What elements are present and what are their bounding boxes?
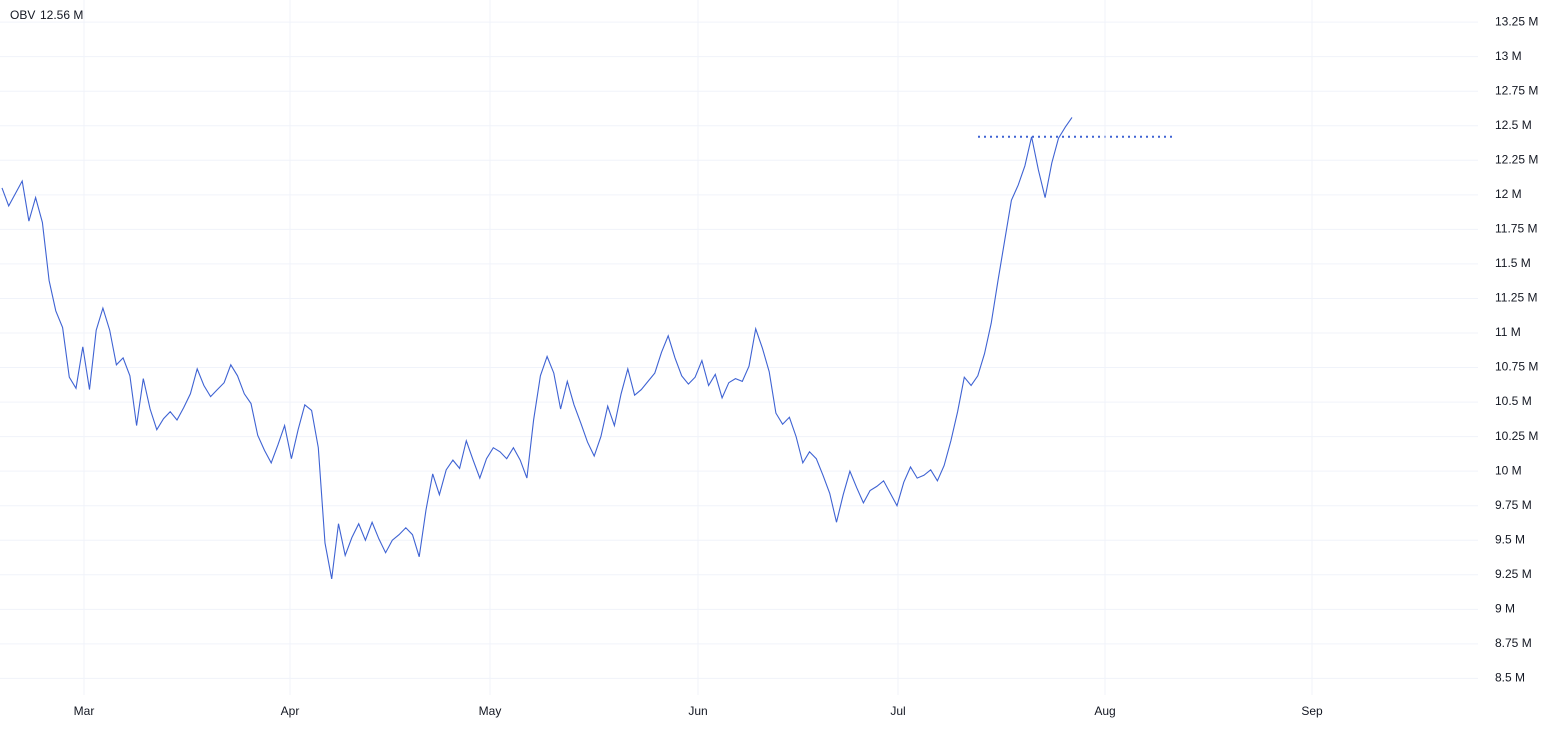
indicator-value: 12.56 M [40,8,83,22]
y-tick-label: 12.25 M [1495,152,1538,166]
x-tick-label: Jun [688,704,707,718]
y-tick-label: 8.75 M [1495,636,1532,650]
y-tick-label: 9 M [1495,602,1515,616]
x-tick-label: Jul [890,704,905,718]
x-tick-label: Aug [1094,704,1115,718]
y-tick-label: 10.5 M [1495,394,1532,408]
y-tick-label: 13.25 M [1495,14,1538,28]
y-tick-label: 12 M [1495,187,1522,201]
y-tick-label: 11.75 M [1495,222,1537,236]
y-tick-label: 11.5 M [1495,256,1531,270]
x-tick-label: Mar [74,704,95,718]
indicator-title: OBV [10,8,35,22]
x-tick-label: May [479,704,502,718]
y-tick-label: 12.5 M [1495,118,1532,132]
y-tick-label: 9.75 M [1495,498,1532,512]
y-tick-label: 10 M [1495,463,1522,477]
y-tick-label: 10.25 M [1495,429,1538,443]
y-tick-label: 9.5 M [1495,532,1525,546]
y-tick-label: 12.75 M [1495,83,1538,97]
y-tick-label: 8.5 M [1495,671,1525,685]
y-tick-label: 9.25 M [1495,567,1532,581]
obv-line [1,117,1073,580]
y-tick-label: 11 M [1495,325,1521,339]
y-tick-label: 11.25 M [1495,291,1537,305]
y-tick-label: 10.75 M [1495,360,1538,374]
x-tick-label: Sep [1301,704,1323,718]
x-tick-label: Apr [281,704,300,718]
y-tick-label: 13 M [1495,49,1522,63]
